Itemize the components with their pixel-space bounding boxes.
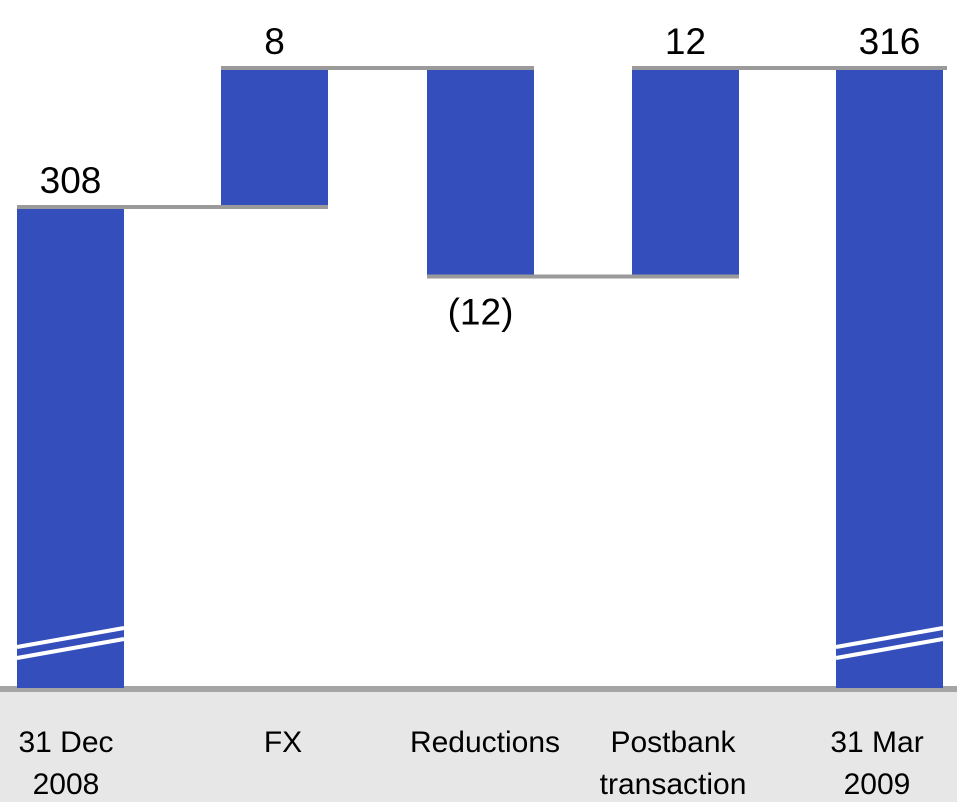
value-label-1: 8 [264, 21, 285, 62]
bar-2 [427, 68, 534, 277]
axis-breaks-layer [16, 626, 944, 660]
category-label-2: Reductions [410, 726, 560, 759]
bars-layer [17, 68, 943, 688]
category-label-4-line-0: 31 Mar [830, 726, 923, 759]
category-label-2-line-0: Reductions [410, 726, 560, 759]
category-label-1-line-0: FX [264, 726, 302, 759]
value-label-4: 316 [859, 21, 921, 62]
bar-1 [221, 68, 328, 207]
value-label-3: 12 [665, 21, 706, 62]
category-label-3-line-0: Postbank [610, 726, 736, 759]
category-label-3-line-1: transaction [600, 768, 747, 801]
axis-break-mark-0-0 [16, 626, 125, 649]
category-label-4-line-1: 2009 [844, 768, 911, 801]
category-label-1: FX [264, 726, 302, 759]
category-label-0-line-0: 31 Dec [18, 726, 113, 759]
bar-4 [836, 68, 943, 688]
category-label-band [0, 690, 957, 802]
category-label-3: Postbank transaction [600, 726, 747, 801]
bar-0 [17, 207, 124, 688]
category-label-0: 31 Dec 2008 [18, 726, 113, 801]
value-label-2: (12) [448, 292, 514, 333]
category-label-4: 31 Mar 2009 [830, 726, 923, 801]
connectors-layer [17, 66, 947, 279]
axis-break-mark-4-0 [835, 626, 944, 649]
axis-break-mark-0-1 [16, 637, 125, 660]
x-axis-line [0, 686, 957, 692]
category-label-0-line-1: 2008 [33, 768, 100, 801]
value-label-0: 308 [40, 160, 102, 201]
category-band [0, 686, 957, 802]
bar-3 [632, 68, 739, 277]
category-labels-layer: 31 Dec 2008 FX Reductions Postbank transactio… [18, 726, 923, 801]
value-labels-layer: 308 8 (12) 12 316 [40, 21, 921, 333]
axis-break-mark-4-1 [835, 637, 944, 660]
